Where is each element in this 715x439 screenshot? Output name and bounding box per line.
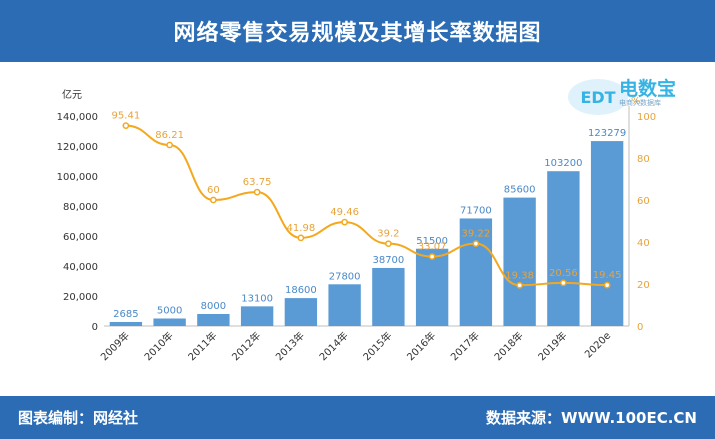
growth-rate-point [560, 279, 567, 287]
logo-cloud-icon [568, 79, 628, 115]
growth-rate-label: 60 [207, 185, 220, 196]
y-left-tick-label: 60,000 [63, 232, 98, 243]
bar [328, 284, 361, 326]
y-left-tick-label: 100,000 [57, 172, 98, 183]
y-right-tick-label: 60 [637, 196, 650, 207]
bar-value-label: 123279 [588, 128, 626, 139]
y-left-tick-label: 120,000 [57, 142, 98, 153]
x-tick-label: 2011年 [185, 329, 219, 363]
footer-credit: 图表编制：网经社 [18, 409, 139, 427]
growth-rate-label: 39.22 [462, 229, 491, 240]
x-tick-label: 2013年 [273, 329, 307, 363]
bar-value-label: 5000 [157, 306, 182, 317]
x-tick-label: 2014年 [316, 329, 350, 363]
bar-value-label: 18600 [285, 285, 317, 296]
y-left-unit-label: 亿元 [62, 88, 82, 101]
bar [197, 314, 230, 326]
growth-rate-point [210, 196, 217, 204]
y-left-tick-label: 40,000 [63, 262, 98, 273]
x-tick-label: 2010年 [141, 329, 175, 363]
footer-source: 数据来源：WWW.100EC.CN [486, 409, 697, 427]
y-right-tick-label: 40 [637, 238, 650, 249]
bar-value-label: 51500 [416, 236, 448, 247]
x-tick-label: 2012年 [229, 329, 263, 363]
y-right-tick-label: 100 [637, 112, 656, 123]
bar-value-label: 2685 [113, 309, 138, 320]
y-right-tick-label: 20 [637, 280, 650, 291]
bar [153, 318, 186, 326]
growth-rate-label: 86.21 [155, 130, 184, 141]
growth-rate-label: 39.2 [377, 229, 399, 240]
x-tick-label: 2017年 [448, 329, 482, 363]
bar-value-label: 71700 [460, 205, 492, 216]
bar-value-label: 27800 [329, 271, 361, 282]
growth-rate-label: 41.98 [287, 223, 316, 234]
bar [240, 306, 274, 326]
bar [415, 248, 449, 326]
growth-rate-point [428, 253, 436, 260]
bar [590, 141, 624, 326]
y-left-tick-label: 80,000 [63, 202, 98, 213]
bar [459, 218, 493, 326]
x-tick-label: 2016年 [404, 329, 438, 363]
growth-rate-point [603, 281, 611, 289]
x-tick-label: 2019年 [535, 329, 569, 363]
growth-rate-point [253, 188, 261, 196]
bar-value-label: 38700 [372, 255, 404, 266]
growth-rate-label: 49.46 [330, 207, 359, 218]
growth-rate-point [122, 122, 130, 129]
chart-title: 网络零售交易规模及其增长率数据图 [0, 0, 715, 62]
logo-mark-text: EDT [580, 88, 615, 107]
bar-value-label: 85600 [504, 185, 536, 196]
growth-rate-label: 63.75 [243, 177, 272, 188]
x-tick-label: 2020e [583, 330, 613, 360]
bar [372, 267, 405, 326]
footer-bar: 图表编制：网经社 数据来源：WWW.100EC.CN [0, 396, 715, 439]
bar [284, 298, 318, 326]
x-tick-label: 2009年 [98, 329, 132, 363]
bar-value-label: 8000 [201, 301, 226, 312]
growth-rate-point [297, 234, 305, 242]
y-right-tick-label: 80 [637, 154, 650, 165]
y-left-tick-label: 0 [92, 322, 98, 333]
y-left-tick-label: 20,000 [63, 292, 98, 303]
x-tick-label: 2015年 [360, 329, 394, 363]
bar [547, 171, 580, 326]
logo-text: 电数宝 [619, 78, 677, 100]
bar-value-label: 103200 [544, 158, 582, 169]
growth-rate-point [341, 218, 348, 226]
growth-rate-point [472, 240, 480, 247]
logo-subtitle: 电商大数据库 [619, 99, 661, 107]
y-left-tick-label: 140,000 [57, 112, 98, 123]
bar [109, 321, 143, 326]
x-tick-label: 2018年 [491, 329, 525, 363]
growth-rate-label: 20.56 [549, 268, 578, 279]
growth-rate-point [516, 281, 523, 289]
bar [503, 197, 536, 326]
growth-rate-point [385, 240, 392, 248]
bar-value-label: 13100 [241, 293, 273, 304]
growth-rate-label: 33.07 [418, 242, 447, 253]
y-right-unit-label: % [631, 96, 641, 107]
growth-rate-label: 95.41 [112, 111, 141, 122]
growth-rate-label: 19.38 [505, 270, 534, 281]
growth-rate-point [166, 141, 173, 149]
y-right-tick-label: 0 [637, 322, 643, 333]
growth-rate-label: 19.45 [593, 270, 622, 281]
chart-canvas: 0 20,000 40,000 60,000 80,000 100,000 120,000 1… [57, 79, 656, 363]
